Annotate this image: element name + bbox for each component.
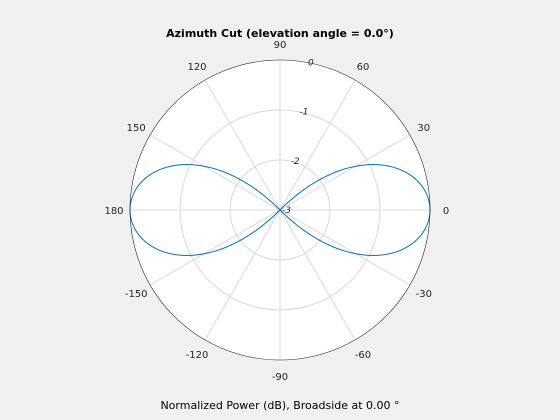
x-axis-label: Normalized Power (dB), Broadside at 0.00… [160, 399, 399, 412]
radial-tick-label: -1 [299, 108, 308, 118]
angle-tick-label: -60 [355, 350, 371, 361]
angle-tick-label: 120 [187, 62, 206, 73]
ring--1 [179, 109, 381, 311]
chart-title: Azimuth Cut (elevation angle = 0.0°) [166, 27, 394, 40]
ring--2 [229, 159, 331, 261]
spoke-150 [149, 134, 281, 211]
angle-tick-label: 30 [417, 123, 430, 134]
spoke-30 [279, 134, 411, 211]
polar-axes-edge [129, 59, 431, 361]
angle-tick-label: 150 [127, 123, 146, 134]
spoke--120 [204, 209, 281, 341]
angle-tick-labels: 0 30 60 90 120 150 180 -150 -120 -90 -60 -30 [104, 40, 449, 383]
angle-tick-label: -90 [272, 372, 288, 383]
spoke--30 [279, 209, 411, 286]
angle-tick-label: 0 [443, 206, 449, 217]
angle-tick-label: 60 [357, 62, 370, 73]
angle-tick-label: 180 [104, 206, 123, 217]
spoke--60 [279, 209, 356, 341]
angle-tick-label: -120 [186, 350, 209, 361]
spoke-60 [279, 79, 356, 211]
polar-axes: 0 -1 -2 -3 0 30 60 90 120 150 180 -150 -120 -90 -60 -3… [104, 40, 449, 383]
radial-tick-label: -3 [282, 206, 291, 216]
spoke--150 [149, 209, 281, 286]
angle-tick-label: -150 [125, 289, 148, 300]
spoke-120 [204, 79, 281, 211]
polar-grid [130, 60, 430, 360]
angle-tick-label: -30 [416, 289, 432, 300]
radial-tick-label: -2 [291, 157, 300, 167]
angle-tick-label: 90 [274, 40, 287, 51]
